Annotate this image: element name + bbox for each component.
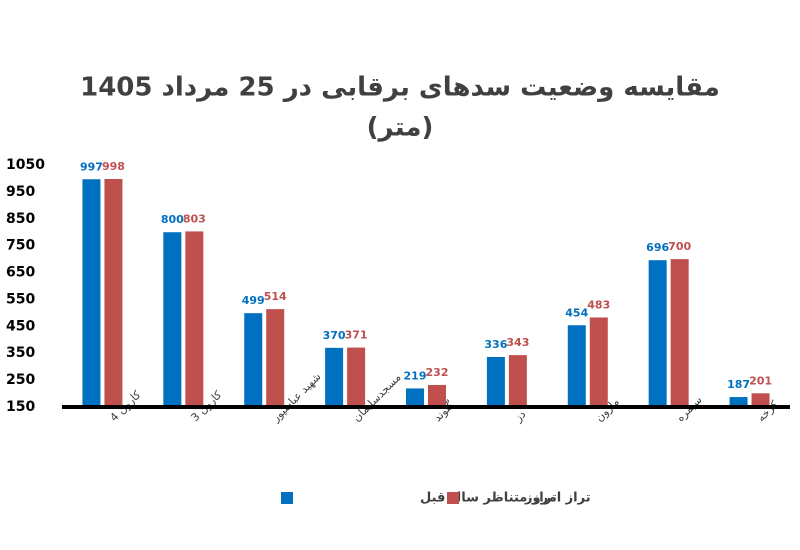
bar xyxy=(729,397,748,407)
bar xyxy=(347,347,366,407)
legend-label: تراز امروز xyxy=(524,491,591,506)
legend-swatch xyxy=(447,492,459,504)
chart-subtitle: (متر) xyxy=(367,113,434,143)
y-tick-label: 550 xyxy=(6,291,35,307)
y-tick-label: 250 xyxy=(6,372,35,388)
data-label: 800 xyxy=(161,213,184,226)
bar xyxy=(648,260,667,407)
data-label: 336 xyxy=(484,338,507,351)
y-tick-label: 650 xyxy=(6,265,35,281)
y-tick-label: 750 xyxy=(6,238,35,254)
bar xyxy=(589,317,608,407)
data-label: 700 xyxy=(668,240,691,253)
bar xyxy=(266,309,285,407)
bar xyxy=(185,231,204,407)
bar xyxy=(244,313,263,407)
bar xyxy=(428,384,446,407)
data-label: 483 xyxy=(587,298,610,311)
bar xyxy=(406,388,424,407)
chart-title: مقایسه وضعیت سدهای برقابی در 25 مرداد 14… xyxy=(80,73,720,103)
bar xyxy=(104,178,123,407)
legend-swatch xyxy=(281,492,293,504)
bar xyxy=(751,393,770,407)
data-label: 998 xyxy=(102,160,125,173)
bar xyxy=(82,179,101,407)
bar xyxy=(486,356,505,407)
y-tick-label: 350 xyxy=(6,345,35,361)
bar xyxy=(567,325,586,407)
y-tick-label: 150 xyxy=(6,399,35,415)
data-label: 499 xyxy=(242,294,265,307)
y-tick-label: 850 xyxy=(6,211,35,227)
y-tick-label: 450 xyxy=(6,318,35,334)
bar xyxy=(325,347,344,407)
data-label: 370 xyxy=(323,329,346,342)
data-label: 696 xyxy=(646,241,669,254)
y-tick-label: 950 xyxy=(6,184,35,200)
data-label: 514 xyxy=(264,290,287,303)
data-label: 219 xyxy=(404,369,427,382)
data-label: 803 xyxy=(183,212,206,225)
data-label: 232 xyxy=(426,366,449,379)
data-label: 187 xyxy=(727,378,750,391)
data-label: 997 xyxy=(80,160,103,173)
data-label: 371 xyxy=(345,329,368,342)
bar xyxy=(508,355,527,407)
bar xyxy=(670,259,689,407)
y-tick-label: 1050 xyxy=(6,157,45,173)
data-label: 454 xyxy=(565,306,588,319)
bar xyxy=(163,232,182,407)
data-label: 201 xyxy=(749,374,772,387)
data-label: 343 xyxy=(506,336,529,349)
